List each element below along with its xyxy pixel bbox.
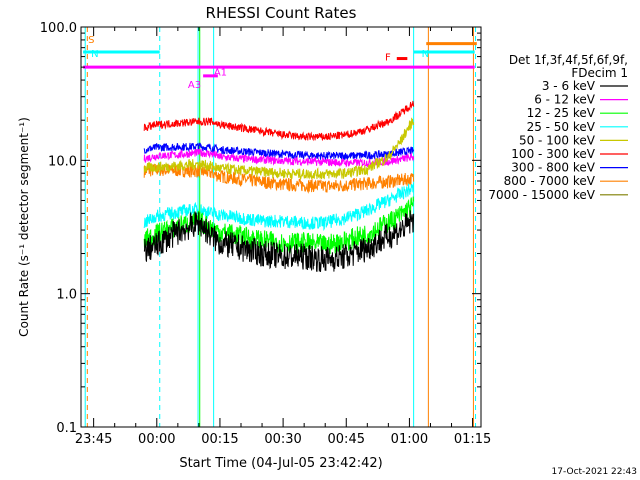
legend-entry-label: 50 - 100 keV [519,133,596,147]
y-tick-label: 10.0 [48,154,77,169]
legend-entry-label: 300 - 800 keV [511,161,595,175]
legend-header-line-2: FDecim 1 [571,66,628,80]
legend-entry-label: 6 - 12 keV [534,93,596,107]
x-tick-label: 01:15 [454,432,491,447]
y-axis-label: Count Rate (s⁻¹ detector segment⁻¹) [17,117,31,337]
series-line-100-300-kev [143,100,415,142]
legend-entry-label: 7000 - 15000 keV [488,188,595,202]
legend-entry-label: 800 - 7000 keV [504,174,596,188]
flag-label: N [422,49,429,60]
legend-entry-label: 25 - 50 keV [527,120,596,134]
flag-label: S [88,35,94,46]
footer-timestamp: 17-Oct-2021 22:43 [552,467,637,477]
x-tick-label: 23:45 [75,432,112,447]
series-line-800-7000-kev [143,163,415,194]
legend-entry-label: 3 - 6 keV [542,79,596,93]
y-tick-label: 0.1 [56,421,77,436]
series-line-3-6-kev [143,210,415,272]
legend-entry-label: 12 - 25 keV [527,106,596,120]
axis-layer: 23:45 00:00 00:15 00:30 00:45 01:00 01:15 0.1 1.… [40,21,492,447]
x-tick-label: 00:30 [264,432,301,447]
x-tick-label: 00:15 [201,432,238,447]
series-line-25-50-kev [143,182,415,232]
x-tick-label: 00:00 [138,432,175,447]
plot-frame [80,26,482,428]
series-layer [143,100,415,272]
x-tick-label: 01:00 [391,432,428,447]
legend-entry-label: 100 - 300 keV [511,147,595,161]
flag-label: N [91,49,98,60]
flag-label: A3 [188,80,201,91]
x-tick-label: 00:45 [328,432,365,447]
x-axis-label: Start Time (04-Jul-05 23:42:42) [179,456,382,471]
y-tick-label: 1.0 [56,288,77,303]
flag-label: F [385,53,391,64]
series-line-50-100-kev [143,117,415,181]
legend-header-line-1: Det 1f,3f,4f,5f,6f,9f, [509,53,628,67]
y-tick-label: 100.0 [40,21,77,36]
series-line-6-12-kev [143,148,415,168]
series-line-300-800-kev [143,142,415,162]
chart-title: RHESSI Count Rates [206,4,357,22]
flag-label: A1 [214,68,227,79]
legend: Det 1f,3f,4f,5f,6f,9f, FDecim 1 3 - 6 ke… [488,53,628,202]
